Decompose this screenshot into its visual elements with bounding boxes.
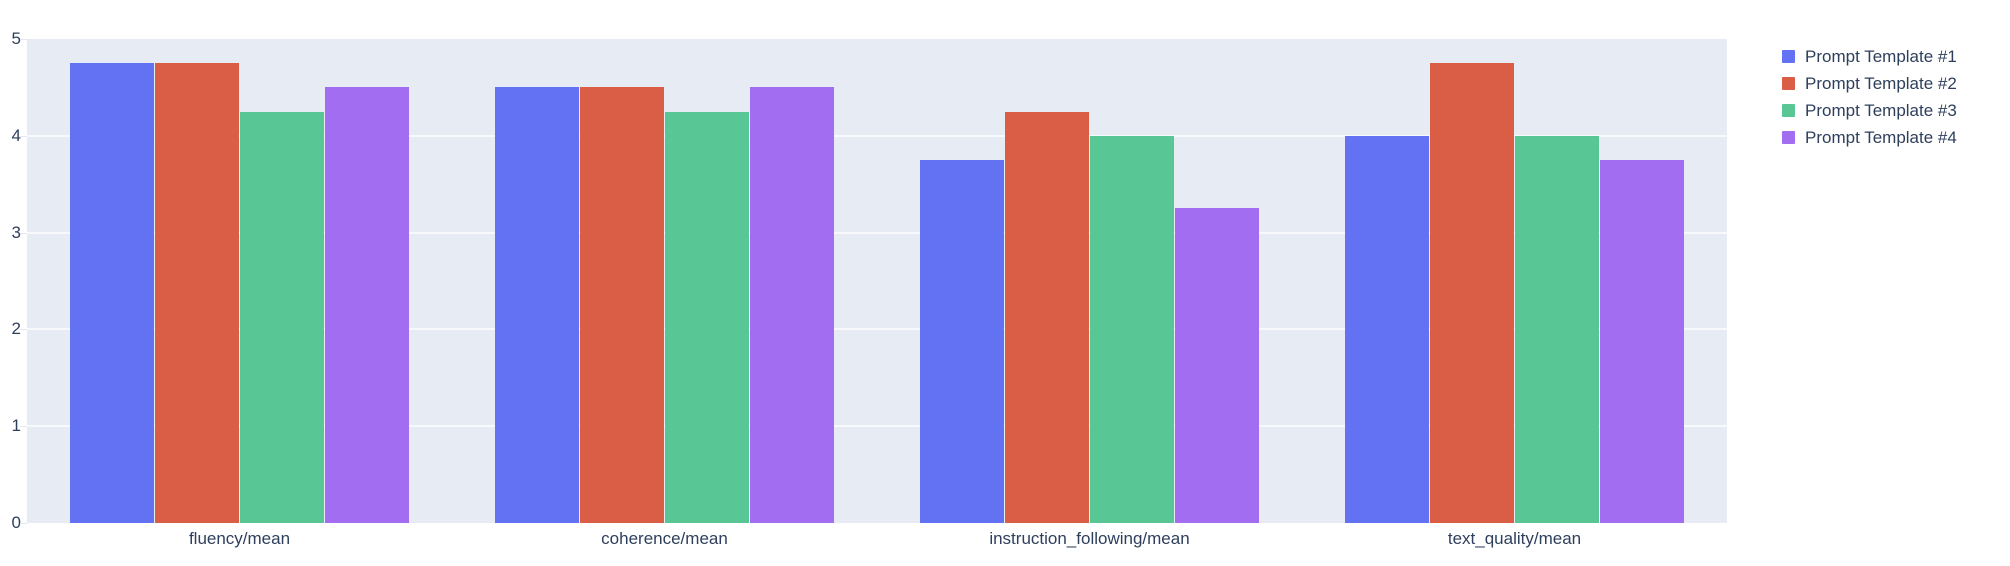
bar-prompt-template-1-3[interactable] — [1344, 135, 1429, 523]
bar-prompt-template-2-2[interactable] — [1004, 111, 1089, 523]
bar-prompt-template-1-2[interactable] — [919, 160, 1004, 523]
legend-item-1[interactable]: Prompt Template #1 — [1782, 43, 1957, 70]
legend: Prompt Template #1 Prompt Template #2 Prom… — [1782, 43, 1957, 151]
bar-prompt-template-2-0[interactable] — [154, 63, 239, 523]
y-tick-mark — [20, 329, 27, 331]
y-tick-label: 4 — [11, 125, 21, 145]
y-tick-mark — [20, 523, 27, 524]
x-tick-label: coherence/mean — [601, 529, 728, 548]
bar-prompt-template-4-1[interactable] — [749, 87, 834, 523]
gridline — [27, 134, 1727, 137]
bar-prompt-template-3-1[interactable] — [664, 111, 749, 523]
bar-prompt-template-4-3[interactable] — [1599, 160, 1684, 523]
bar-prompt-template-3-0[interactable] — [239, 111, 324, 523]
legend-item-4[interactable]: Prompt Template #4 — [1782, 124, 1957, 151]
legend-item-2[interactable]: Prompt Template #2 — [1782, 70, 1957, 97]
legend-swatch-icon — [1782, 104, 1795, 117]
y-tick-label: 3 — [11, 222, 21, 242]
y-tick-mark — [20, 232, 27, 234]
y-tick-label: 0 — [11, 513, 21, 532]
y-tick-label: 2 — [11, 319, 21, 339]
gridline — [27, 231, 1727, 234]
x-tick-label: text_quality/mean — [1447, 529, 1582, 548]
x-tick-label: instruction_following/mean — [989, 529, 1190, 548]
gridline — [27, 425, 1727, 428]
legend-label: Prompt Template #4 — [1805, 127, 1957, 147]
bar-prompt-template-1-0[interactable] — [69, 63, 154, 523]
bar-prompt-template-3-3[interactable] — [1514, 135, 1599, 523]
legend-label: Prompt Template #1 — [1805, 46, 1957, 66]
legend-swatch-icon — [1782, 131, 1795, 144]
bar-prompt-template-3-2[interactable] — [1089, 135, 1174, 523]
x-tick-label: fluency/mean — [188, 529, 291, 548]
legend-item-3[interactable]: Prompt Template #3 — [1782, 97, 1957, 124]
y-tick-mark — [20, 426, 27, 428]
y-tick-mark — [20, 39, 27, 40]
bar-prompt-template-4-0[interactable] — [324, 87, 409, 523]
gridline — [27, 328, 1727, 331]
bar-prompt-template-1-1[interactable] — [494, 87, 579, 523]
legend-swatch-icon — [1782, 77, 1795, 90]
bar-prompt-template-4-2[interactable] — [1174, 208, 1259, 523]
plot-area — [27, 39, 1727, 523]
bar-prompt-template-2-3[interactable] — [1429, 63, 1514, 523]
y-tick-mark — [20, 135, 27, 137]
bar-prompt-template-2-1[interactable] — [579, 87, 664, 523]
legend-label: Prompt Template #2 — [1805, 73, 1957, 93]
y-tick-label: 1 — [11, 416, 21, 436]
y-tick-label: 5 — [11, 29, 21, 48]
legend-label: Prompt Template #3 — [1805, 100, 1957, 120]
legend-swatch-icon — [1782, 50, 1795, 63]
